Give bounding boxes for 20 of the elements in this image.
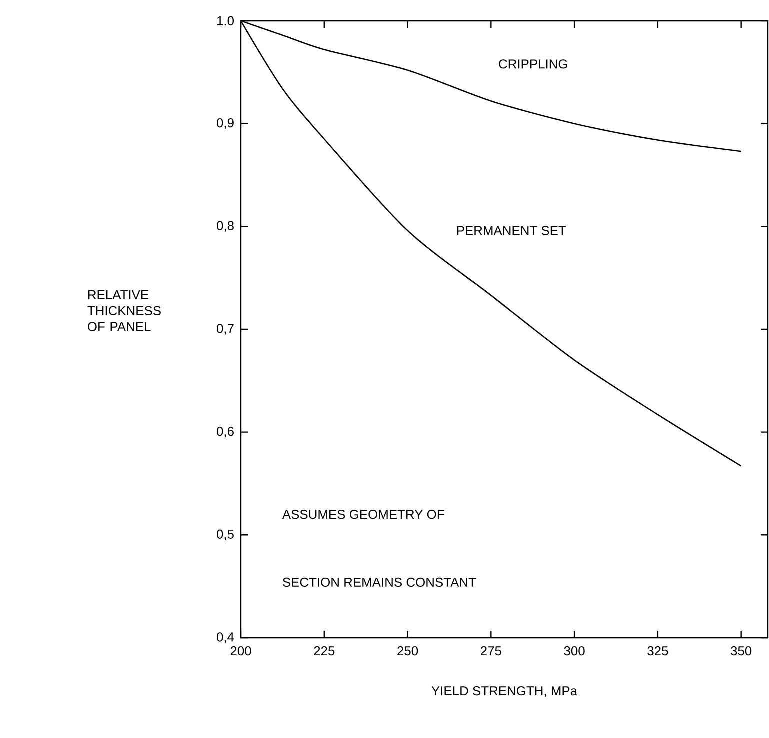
x-tick-label: 275 [481,646,502,656]
text: CRIPPLING [499,60,568,69]
x-tick-label: 350 [731,646,752,656]
y-tick-label: 0,4 [216,632,234,644]
y-tick-label: 0,5 [216,530,234,540]
x-tick-label: 250 [398,646,418,656]
y-axis-title: RELATIVE THICKNESS OF PANEL [88,290,161,332]
y-tick-label: 0,6 [216,426,234,438]
annotation: SECTION REMAINS CONSTANT [283,578,476,588]
annotation: ASSUMES GEOMETRY OF [282,510,444,520]
y-tick-label: 0,7 [216,324,234,335]
x-tick-label: 325 [648,646,668,656]
y-tick-label: 0,9 [216,118,234,130]
x-axis-title: YIELD STRENGTH, MPa [432,686,578,698]
y-tick-label: 1.0 [217,16,234,26]
x-tick-label: 300 [564,646,585,656]
x-tick-label: 200 [230,646,252,656]
y-tick-label: 0,8 [216,221,234,232]
text: PERMANENT SET [457,226,566,236]
x-tick-label: 225 [314,646,335,656]
